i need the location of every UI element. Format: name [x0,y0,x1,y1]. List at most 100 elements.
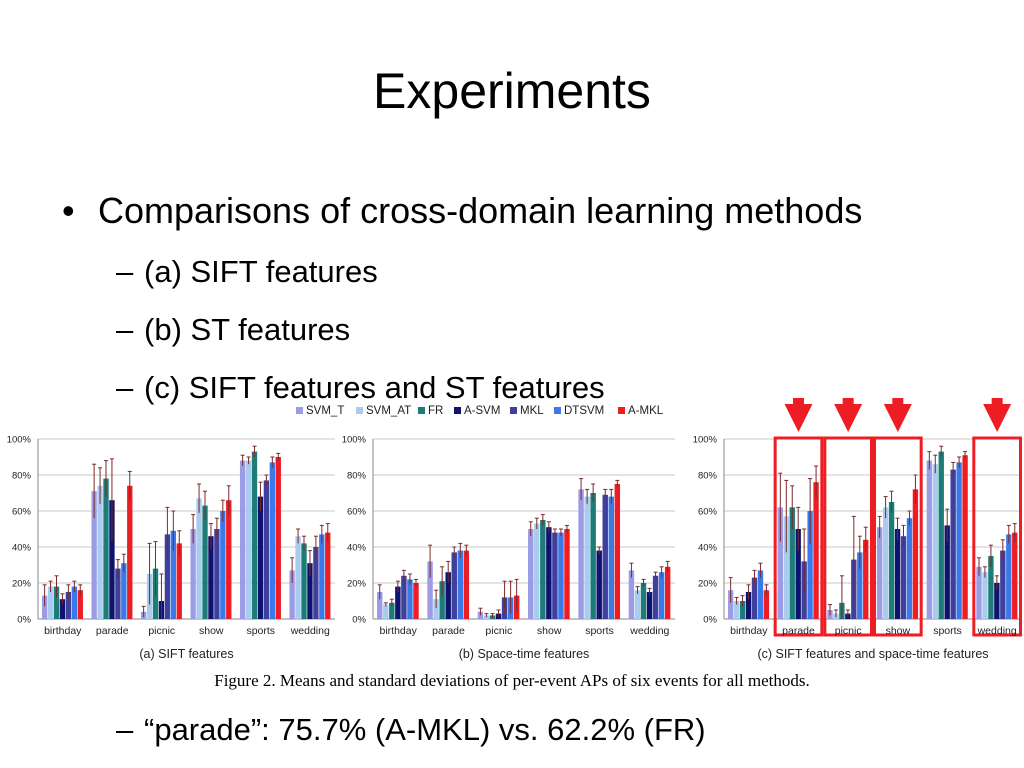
bar-SVM_T-picnic [477,611,484,619]
x-tick-label: wedding [629,625,669,637]
bar-DTSVM-picnic [857,552,863,619]
bar-DTSVM-wedding [319,534,325,619]
bar-FR-show [888,502,895,619]
bar-A-MKL-wedding [664,566,671,619]
bar-SVM_AT-show [534,523,540,619]
x-tick-label: birthday [379,625,417,637]
parade-note-text: “parade”: 75.7% (A-MKL) vs. 62.2% (FR) [144,712,706,747]
subbullet-text: (c) SIFT features and ST features [144,370,605,405]
bar-DTSVM-sports [608,496,614,619]
chart-2: 0% 20% 40% 60% 80% 100% birthday parade picnic sh… [342,435,675,661]
legend-swatch [296,407,303,414]
bar-MKL-sports [602,494,608,619]
y-tick-label: 100% [693,435,718,446]
chart-3: 0% 20% 40% 60% 80% 100% birthday parade picnic sh… [693,398,1022,661]
comparison-figure: SVM_T SVM_AT FR A-SVM MKL DTSVM A-MKL 0% 20% 40%… [7,398,1022,661]
y-tick-label: 100% [342,435,367,446]
y-tick-label: 60% [698,507,718,518]
y-tick-label: 40% [12,543,32,554]
y-tick-label: 0% [703,615,717,626]
bar-A-MKL-show [226,500,232,619]
bar-SVM_T-show [876,527,883,619]
bar-SVM_AT-sports [245,460,252,619]
bar-MKL-show [900,536,907,619]
bar-SVM_AT-show [882,507,889,619]
arrow-shaft [793,398,804,406]
y-tick-label: 100% [7,435,32,446]
bar-SVM_AT-show [196,498,202,619]
bar-A-SVM-parade [445,572,451,619]
subbullet-text: (b) ST features [144,312,351,347]
bar-A-SVM-sports [944,525,950,619]
bar-SVM_AT-parade [783,516,789,619]
bar-SVM_T-parade [777,507,783,619]
bar-SVM_T-parade [427,561,433,619]
charts: 0% 20% 40% 60% 80% 100% birthday parade picnic sh… [7,398,1022,661]
y-tick-label: 20% [698,579,718,590]
bar-A-MKL-parade [127,485,133,619]
bar-MKL-parade [115,568,121,619]
legend-item-DTSVM: DTSVM [554,405,604,417]
x-tick-label: picnic [485,625,512,637]
bar-MKL-wedding [652,575,659,619]
bar-MKL-birthday [401,575,407,619]
bar-FR-wedding [640,583,647,619]
bar-FR-parade [103,478,109,619]
x-tick-label: show [199,625,224,637]
highlight-box [823,436,873,637]
bar-SVM_AT-parade [97,485,103,619]
legend-label: SVM_AT [366,405,411,417]
subbullet-text: (a) SIFT features [144,254,378,289]
bar-FR-sports [590,493,596,619]
legend-label: DTSVM [564,405,604,417]
bar-SVM_T-sports [239,460,246,619]
x-tick-label: sports [585,625,614,637]
bar-A-SVM-wedding [307,563,313,619]
bar-MKL-show [552,532,558,619]
bar-FR-sports [938,451,944,619]
bar-A-SVM-show [546,527,552,619]
x-tick-label: show [537,625,562,637]
bar-SVM_T-birthday [41,595,48,619]
bar-DTSVM-parade [457,550,463,619]
bar-A-MKL-parade [463,550,470,619]
bar-SVM_AT-birthday [47,586,54,619]
x-tick-label: picnic [835,625,862,637]
bar-SVM_T-sports [926,460,932,619]
arrow-shaft [842,398,854,406]
bar-A-SVM-birthday [745,592,752,619]
legend-item-FR: FR [418,405,443,417]
y-tick-label: 80% [698,471,718,482]
down-arrow-icon [883,398,912,432]
y-tick-label: 40% [698,543,718,554]
bar-A-MKL-wedding [325,532,331,619]
bar-A-SVM-sports [596,550,602,619]
bar-FR-parade [789,507,795,619]
bar-A-MKL-picnic [176,543,182,619]
bullet-dot-icon: • [62,190,75,231]
legend-item-A-MKL: A-MKL [618,405,664,417]
y-tick-label: 80% [12,471,32,482]
bar-DTSVM-birthday [757,570,764,619]
bar-MKL-wedding [313,547,319,619]
bar-MKL-sports [950,469,956,619]
bar-SVM_T-wedding [976,566,982,619]
dash-icon: – [116,370,134,405]
y-tick-label: 0% [17,615,31,626]
bar-A-SVM-birthday [59,599,66,619]
bar-DTSVM-picnic [170,530,176,619]
bar-A-MKL-birthday [413,583,419,619]
bar-A-MKL-show [912,489,919,619]
chart-title: (b) Space-time features [459,647,590,661]
down-arrow-icon [784,398,813,432]
x-tick-label: sports [246,625,275,637]
bar-SVM_T-birthday [377,592,383,619]
bar-FR-birthday [389,602,395,619]
bar-A-MKL-birthday [763,590,770,619]
legend-label: MKL [520,405,544,417]
legend-label: SVM_T [306,405,344,417]
x-tick-label: show [886,625,911,637]
bar-A-MKL-show [564,529,570,619]
bar-A-SVM-sports [257,496,264,619]
arrow-head [834,404,863,432]
